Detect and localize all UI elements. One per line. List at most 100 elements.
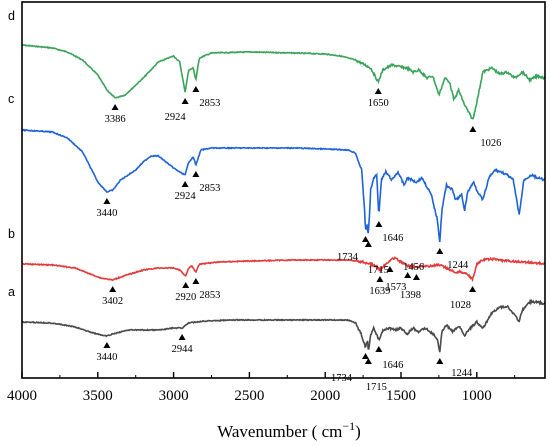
peak-annotation-c-1646: 1646 bbox=[375, 221, 403, 244]
series-label-c: c bbox=[8, 92, 14, 106]
peak-annotation-d-1650: 1650 bbox=[368, 88, 389, 109]
peak-annotation-a-1244: 1244 bbox=[436, 358, 473, 379]
peak-arrow bbox=[375, 346, 383, 352]
peak-arrow bbox=[111, 104, 119, 110]
peak-arrow bbox=[181, 98, 189, 104]
peak-arrow bbox=[178, 334, 186, 340]
peak-arrow bbox=[192, 86, 200, 92]
peak-label: 1244 bbox=[451, 368, 473, 379]
peak-annotation-b-2920: 2920 bbox=[175, 282, 196, 303]
series-label-a: a bbox=[8, 285, 15, 299]
peak-annotation-c-3440: 3440 bbox=[96, 198, 117, 219]
peak-arrow bbox=[182, 282, 190, 288]
peak-annotation-d-2853: 2853 bbox=[192, 86, 220, 109]
x-tick-label: 4000 bbox=[7, 388, 37, 404]
peak-annotation-b-2853: 2853 bbox=[192, 278, 220, 301]
series-line-c bbox=[21, 128, 546, 243]
series-line-d bbox=[21, 43, 546, 120]
curve-labels: d c b a bbox=[8, 9, 15, 299]
peak-arrow bbox=[364, 241, 372, 247]
peak-arrow bbox=[181, 181, 189, 187]
peak-annotation-b-3402: 3402 bbox=[102, 286, 123, 307]
peak-annotation-c-2924: 2924 bbox=[175, 181, 197, 202]
peak-label: 1715 bbox=[366, 382, 387, 393]
peak-label: 1715 bbox=[368, 265, 389, 276]
x-axis-label-tail: ) bbox=[355, 422, 361, 441]
peak-label: 1734 bbox=[337, 252, 359, 263]
peak-arrow bbox=[109, 286, 117, 292]
spectra-group bbox=[21, 43, 546, 353]
peak-arrow bbox=[376, 276, 384, 282]
peak-annotation-b-1639: 1639 bbox=[369, 276, 390, 297]
peak-label: 1456 bbox=[403, 262, 424, 273]
x-tick-label: 2000 bbox=[310, 388, 340, 404]
peak-label: 1573 bbox=[385, 282, 406, 293]
peak-label: 1646 bbox=[382, 360, 403, 371]
peak-annotation-a-3440: 3440 bbox=[96, 342, 117, 363]
peak-annotation-a-1715: 1715 bbox=[364, 358, 387, 393]
peak-arrow bbox=[412, 274, 420, 280]
peak-arrow bbox=[103, 342, 111, 348]
peak-annotation-d-2924: 2924 bbox=[165, 98, 189, 123]
peak-arrow bbox=[469, 286, 477, 292]
peak-label: 3386 bbox=[105, 114, 126, 125]
peak-label: 2853 bbox=[199, 98, 220, 109]
peak-label: 3440 bbox=[96, 208, 117, 219]
x-axis-label-sup: −1 bbox=[342, 419, 355, 433]
peak-arrow bbox=[362, 353, 370, 359]
peak-arrow bbox=[375, 221, 383, 227]
peak-arrow bbox=[404, 272, 412, 278]
peak-arrow bbox=[192, 278, 200, 284]
axes-group: 4000 3500 3000 2500 2000 1500 1000 bbox=[7, 1, 546, 404]
peak-label: 2853 bbox=[199, 183, 220, 194]
peak-label: 2924 bbox=[165, 112, 187, 123]
peak-annotation-c-1734: 1734 bbox=[337, 236, 370, 263]
peak-annotation-c-2853: 2853 bbox=[192, 171, 220, 194]
peak-annotation-d-1026: 1026 bbox=[469, 126, 501, 149]
peak-arrow bbox=[192, 171, 200, 177]
peak-arrow bbox=[374, 88, 382, 94]
series-label-b: b bbox=[8, 227, 15, 241]
x-tick-label: 3500 bbox=[83, 388, 113, 404]
peak-annotation-d-3386: 3386 bbox=[105, 104, 126, 125]
peak-arrow bbox=[436, 358, 444, 364]
peak-annotation-b-1573: 1573 bbox=[385, 266, 406, 293]
peak-label: 1646 bbox=[382, 233, 403, 244]
peak-label: 2920 bbox=[175, 292, 196, 303]
peak-arrow bbox=[362, 236, 370, 242]
peak-arrow bbox=[469, 126, 477, 132]
peak-annotation-b-1028: 1028 bbox=[450, 286, 477, 311]
peak-label: 2924 bbox=[175, 191, 197, 202]
x-axis-label-main: Wavenumber ( cm bbox=[217, 422, 342, 441]
series-line-b bbox=[21, 256, 546, 283]
peak-label: 1028 bbox=[450, 300, 471, 311]
series-label-d: d bbox=[8, 9, 15, 23]
peak-annotation-a-1734: 1734 bbox=[331, 353, 370, 384]
peak-arrow bbox=[436, 248, 444, 254]
x-tick-label: 2500 bbox=[234, 388, 264, 404]
peak-label: 2853 bbox=[199, 290, 220, 301]
peak-label: 1244 bbox=[447, 260, 469, 271]
peak-arrow bbox=[103, 198, 111, 204]
peak-label: 1650 bbox=[368, 98, 389, 109]
peak-arrow bbox=[386, 266, 394, 272]
x-axis-label: Wavenumber ( cm−1) bbox=[217, 419, 361, 441]
peak-label: 3402 bbox=[102, 296, 123, 307]
peak-annotation-c-1244: 1244 bbox=[436, 248, 469, 271]
peak-annotation-a-2944: 2944 bbox=[172, 334, 194, 355]
peak-annotation-b-1456: 1456 bbox=[403, 262, 424, 278]
peak-label: 1026 bbox=[480, 138, 501, 149]
x-tick-label: 1000 bbox=[462, 388, 492, 404]
peak-label: 2944 bbox=[172, 344, 194, 355]
x-tick-label: 3000 bbox=[159, 388, 189, 404]
x-tick-label: 1500 bbox=[386, 388, 416, 404]
plot-frame bbox=[21, 1, 546, 379]
peak-arrow bbox=[364, 358, 372, 364]
peak-annotation-a-1646: 1646 bbox=[375, 346, 403, 371]
peak-annotation-c-1715: 1715 bbox=[364, 241, 389, 276]
peak-annotation-b-1398: 1398 bbox=[400, 274, 421, 301]
series-line-a bbox=[21, 298, 546, 353]
peak-label: 1398 bbox=[400, 290, 421, 301]
